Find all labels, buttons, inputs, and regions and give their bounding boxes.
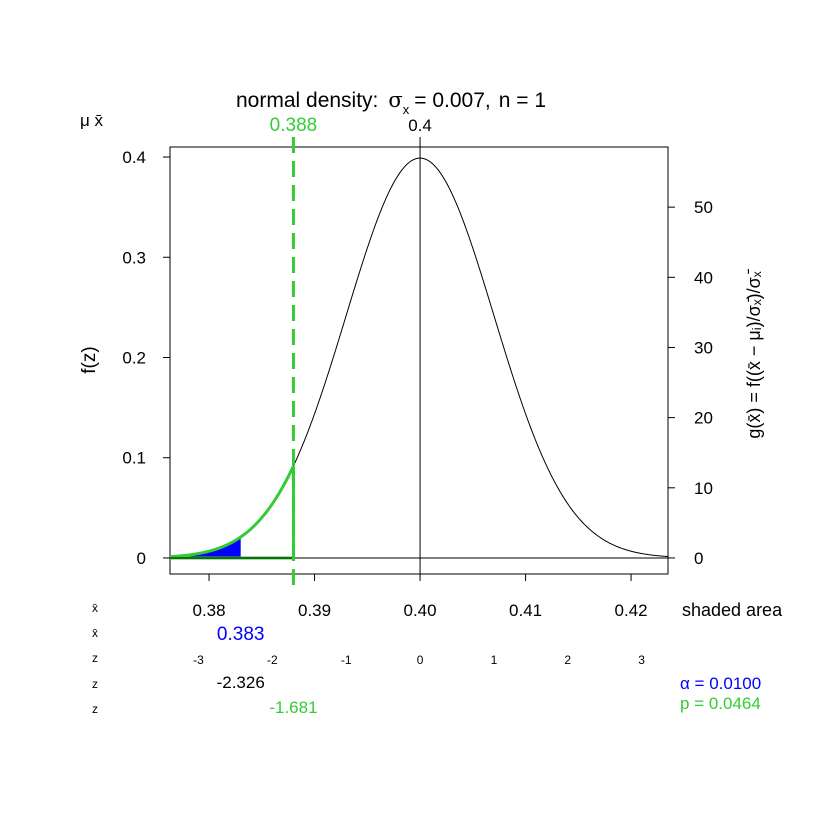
alpha-shaded-region [170,537,241,558]
z-axis-tick-label: 1 [491,653,498,667]
mu-xbar-label: μ x̄ [80,111,104,130]
p-value: p = 0.0464 [680,694,761,713]
xbar-axis-tick-label: 0.41 [509,601,542,620]
observed-xbar-top-label: 0.388 [270,115,318,136]
y-axis-label-right: g(x̄) = f((x̄ − μᵢ)/σₓ̄)/σₓ̄ [744,268,764,438]
row-label: z [92,677,98,691]
row-label: x̄ [92,601,98,615]
critical-z-label: -2.326 [217,673,265,692]
z-axis-tick-label: -2 [267,653,278,667]
right-axis-tick-label: 10 [694,479,713,498]
z-axis-tick-label: -3 [193,653,204,667]
plot-frame [169,146,669,575]
alpha-value: α = 0.0100 [680,674,761,693]
right-axis-tick-label: 20 [694,409,713,428]
z-axis-tick-label: 0 [417,653,424,667]
row-label: z [92,702,98,716]
shaded-area-label: shaded area [682,600,783,620]
critical-xbar-label: 0.383 [217,624,265,645]
mean-label: 0.4 [408,116,432,135]
xbar-axis-tick-label: 0.40 [404,601,437,620]
xbar-axis-tick-label: 0.39 [298,601,331,620]
chart-title: normal density: σx = 0.007, n = 1 [236,88,546,117]
xbar-axis-tick-label: 0.38 [192,601,225,620]
left-axis-tick-label: 0.1 [122,449,146,468]
left-axis-tick-label: 0.3 [122,248,146,267]
right-axis-tick-label: 30 [694,338,713,357]
density-curve-group [169,157,669,560]
row-label: z [92,651,98,665]
z-axis-tick-label: -1 [341,653,352,667]
z-axis-tick-label: 3 [638,653,645,667]
left-axis-tick-label: 0.2 [122,348,146,367]
chart-marks-group: 0.4 0.388 [170,115,668,586]
xbar-axis-tick-label: 0.42 [615,601,648,620]
observed-z-label: -1.681 [269,698,317,717]
right-axis-tick-label: 40 [694,268,713,287]
row-label: x̄ [92,626,98,640]
y-axis-label-left: f(z) [79,346,100,373]
z-axis-tick-label: 2 [564,653,571,667]
density-curve [169,157,669,558]
right-axis-tick-label: 50 [694,198,713,217]
left-axis-tick-label: 0 [137,549,146,568]
left-axis-tick-label: 0.4 [122,148,146,167]
p-value-region-outline [169,465,295,560]
right-axis-tick-label: 0 [694,549,703,568]
